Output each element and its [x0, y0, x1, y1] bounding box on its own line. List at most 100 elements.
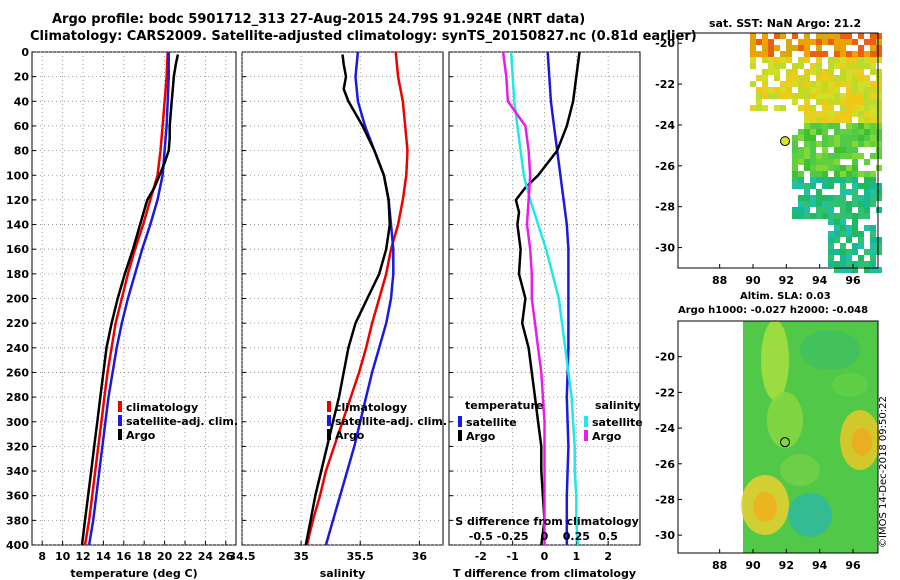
sst-cell [834, 153, 840, 159]
sst-cell [822, 75, 828, 81]
sst-cell [846, 129, 852, 135]
sst-cell [870, 201, 876, 207]
sst-cell [864, 81, 870, 87]
sst-cell [864, 123, 870, 129]
sst-cell [816, 141, 822, 147]
sst-cell [834, 261, 840, 267]
sst-cell [828, 195, 834, 201]
x-tick-label: 88 [712, 274, 727, 287]
sst-cell [870, 177, 876, 183]
sst-cell [768, 87, 774, 93]
sst-cell [840, 231, 846, 237]
sst-cell [822, 171, 828, 177]
sst-cell [852, 153, 858, 159]
sst-cell [834, 267, 840, 273]
legend-label: satellite [466, 416, 517, 429]
sst-cell [798, 129, 804, 135]
sst-cell [804, 69, 810, 75]
sst-cell [792, 165, 798, 171]
sst-cell [786, 75, 792, 81]
sst-cell [864, 117, 870, 123]
legend-swatch [584, 430, 588, 441]
x-tick-label: 8 [38, 550, 46, 563]
sst-cell [846, 57, 852, 63]
sst-cell [858, 231, 864, 237]
sst-cell [870, 105, 876, 111]
x-tick-label: 90 [745, 274, 761, 287]
sst-cell [834, 93, 840, 99]
y-tick-label: 340 [6, 465, 29, 478]
sst-cell [804, 117, 810, 123]
legend-label: Argo [335, 429, 365, 442]
sst-cell [840, 39, 846, 45]
sst-cell [876, 33, 882, 39]
sst-cell [840, 225, 846, 231]
sst-cell [822, 69, 828, 75]
sst-cell [870, 153, 876, 159]
sst-cell [798, 153, 804, 159]
sst-cell [816, 207, 822, 213]
sst-cell [810, 135, 816, 141]
sst-cell [804, 129, 810, 135]
sst-cell [804, 81, 810, 87]
series-line-argo [304, 54, 392, 546]
sst-cell [876, 207, 882, 213]
sst-cell [852, 135, 858, 141]
sst-cell [876, 267, 882, 273]
sst-cell [876, 141, 882, 147]
sst-cell [768, 93, 774, 99]
sst-cell [876, 75, 882, 81]
sst-cell [804, 141, 810, 147]
x-axis-label: T difference from climatology [453, 567, 636, 580]
sst-cell [858, 207, 864, 213]
sst-cell [840, 177, 846, 183]
sst-cell [828, 165, 834, 171]
sst-cell [792, 93, 798, 99]
sst-cell [816, 69, 822, 75]
sst-cell [876, 105, 882, 111]
sst-cell [834, 177, 840, 183]
x-tick-label-top: 0 [541, 530, 549, 543]
sst-cell [858, 57, 864, 63]
legend-label: satellite-adj. clim. [126, 415, 238, 428]
sst-cell [876, 189, 882, 195]
profile-panel-1: 8 10 12 14 16 18 20 22 24 26020406080100120140160… [6, 46, 237, 580]
sst-cell [846, 261, 852, 267]
sst-cell [870, 39, 876, 45]
sst-cell [786, 45, 792, 51]
sst-cell [804, 111, 810, 117]
difference-extras: temperature salinitysatelliteArgosatellit… [455, 399, 642, 543]
sst-cell [762, 57, 768, 63]
x-axis-label: salinity [320, 567, 366, 580]
sst-cell [840, 195, 846, 201]
sst-cell [798, 39, 804, 45]
legend-label: satellite [592, 416, 643, 429]
sst-cell [834, 123, 840, 129]
sst-cell [828, 207, 834, 213]
sst-cell [846, 189, 852, 195]
series-line-climatology [83, 51, 169, 546]
x-tick-label-top: 0.25 [563, 530, 590, 543]
x-tick-label: -2 [475, 550, 487, 563]
sst-cell [834, 57, 840, 63]
sst-cell [798, 63, 804, 69]
sst-cell [822, 117, 828, 123]
sst-cell [846, 177, 852, 183]
x-tick-label: 88 [712, 559, 727, 572]
sst-cell [870, 99, 876, 105]
sst-cell [852, 249, 858, 255]
sst-cell [852, 195, 858, 201]
sst-cell [864, 141, 870, 147]
sst-cell [810, 117, 816, 123]
sst-cell [798, 183, 804, 189]
sst-cell [822, 105, 828, 111]
sst-cell [804, 183, 810, 189]
sst-cell [864, 159, 870, 165]
y-tick-label: 160 [6, 243, 29, 256]
legend-swatch [458, 430, 462, 441]
sst-cell [786, 39, 792, 45]
sst-cell [858, 75, 864, 81]
sst-cell [876, 147, 882, 153]
y-tick-label: 100 [6, 169, 29, 182]
sst-cell [846, 237, 852, 243]
